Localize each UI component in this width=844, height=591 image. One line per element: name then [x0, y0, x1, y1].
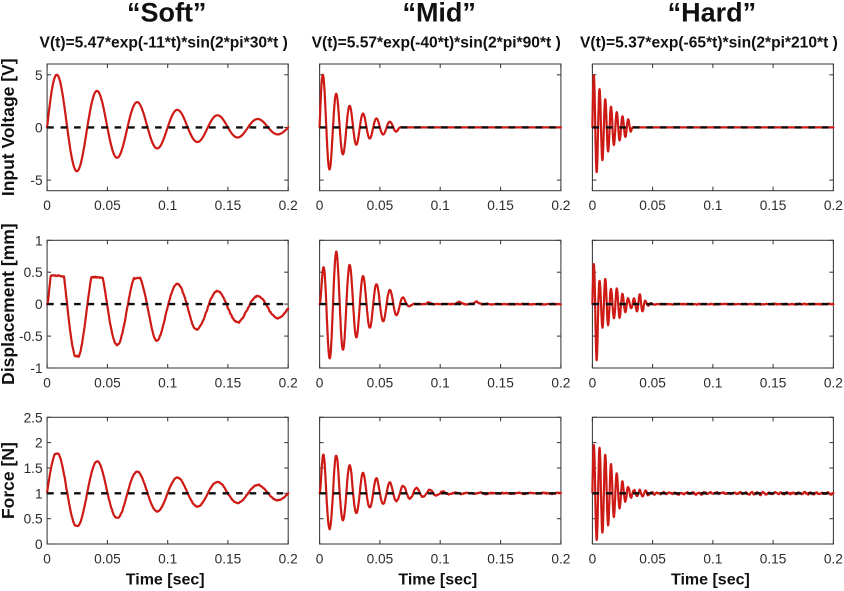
svg-text:0.2: 0.2	[279, 551, 298, 566]
svg-text:0.5: 0.5	[24, 512, 43, 527]
svg-text:0.05: 0.05	[639, 551, 666, 566]
svg-text:Input Voltage [V]: Input Voltage [V]	[0, 58, 18, 196]
svg-text:-1: -1	[30, 361, 42, 376]
svg-text:0.05: 0.05	[94, 198, 121, 213]
svg-text:Force [N]: Force [N]	[0, 442, 18, 519]
svg-text:1: 1	[35, 233, 43, 248]
svg-text:0.15: 0.15	[487, 375, 514, 390]
svg-text:Time [sec]: Time [sec]	[126, 572, 205, 589]
svg-text:0.15: 0.15	[215, 198, 242, 213]
svg-text:0.1: 0.1	[703, 375, 722, 390]
svg-text:-0.5: -0.5	[19, 329, 43, 344]
svg-text:0: 0	[35, 120, 43, 135]
svg-text:Time [sec]: Time [sec]	[671, 572, 750, 589]
svg-text:0.2: 0.2	[279, 198, 298, 213]
svg-text:0.05: 0.05	[94, 551, 121, 566]
svg-text:0.2: 0.2	[551, 551, 570, 566]
svg-text:0.05: 0.05	[367, 375, 394, 390]
svg-text:0.1: 0.1	[158, 551, 177, 566]
svg-text:5: 5	[35, 68, 43, 83]
svg-text:0.1: 0.1	[431, 198, 450, 213]
svg-text:Displacement [mm]: Displacement [mm]	[0, 223, 18, 384]
svg-text:0.05: 0.05	[639, 198, 666, 213]
svg-text:0.2: 0.2	[279, 375, 298, 390]
svg-text:0.05: 0.05	[94, 375, 121, 390]
svg-text:0.05: 0.05	[367, 198, 394, 213]
svg-text:0: 0	[316, 375, 324, 390]
svg-text:0: 0	[589, 198, 597, 213]
svg-text:V(t)=5.57*exp(-40*t)*sin(2*pi*: V(t)=5.57*exp(-40*t)*sin(2*pi*90*t )	[312, 34, 561, 51]
svg-text:0: 0	[589, 375, 597, 390]
svg-text:0.05: 0.05	[639, 375, 666, 390]
svg-text:“Hard”: “Hard”	[668, 0, 757, 28]
svg-text:0.2: 0.2	[824, 375, 843, 390]
svg-text:Time [sec]: Time [sec]	[398, 572, 477, 589]
svg-text:“Mid”: “Mid”	[402, 0, 476, 28]
svg-text:0.1: 0.1	[158, 198, 177, 213]
svg-text:0.2: 0.2	[551, 375, 570, 390]
svg-text:0.1: 0.1	[703, 551, 722, 566]
svg-text:1: 1	[35, 486, 43, 501]
svg-text:0.05: 0.05	[367, 551, 394, 566]
svg-text:-5: -5	[30, 173, 43, 188]
svg-text:0.15: 0.15	[487, 551, 514, 566]
svg-text:0.15: 0.15	[487, 198, 514, 213]
svg-text:V(t)=5.47*exp(-11*t)*sin(2*pi*: V(t)=5.47*exp(-11*t)*sin(2*pi*30*t )	[40, 34, 288, 51]
svg-text:0.1: 0.1	[431, 375, 450, 390]
svg-text:0.15: 0.15	[215, 375, 242, 390]
svg-text:“Soft”: “Soft”	[127, 0, 206, 28]
svg-text:1.5: 1.5	[24, 461, 43, 476]
svg-text:0: 0	[316, 551, 324, 566]
svg-text:0: 0	[316, 198, 324, 213]
svg-text:0: 0	[43, 375, 51, 390]
svg-text:0: 0	[35, 537, 43, 552]
svg-text:0.1: 0.1	[158, 375, 177, 390]
svg-text:0.15: 0.15	[760, 375, 787, 390]
svg-text:2: 2	[35, 436, 43, 451]
svg-text:0: 0	[589, 551, 597, 566]
svg-text:V(t)=5.37*exp(-65*t)*sin(2*pi*: V(t)=5.37*exp(-65*t)*sin(2*pi*210*t )	[580, 34, 838, 51]
svg-text:0.2: 0.2	[824, 198, 843, 213]
svg-text:0.2: 0.2	[824, 551, 843, 566]
svg-text:0.15: 0.15	[215, 551, 242, 566]
svg-text:0.1: 0.1	[703, 198, 722, 213]
svg-text:0: 0	[35, 297, 43, 312]
svg-text:0: 0	[43, 551, 51, 566]
svg-text:0.15: 0.15	[760, 198, 787, 213]
svg-text:0.5: 0.5	[24, 265, 43, 280]
svg-text:0.15: 0.15	[760, 551, 787, 566]
svg-text:2.5: 2.5	[24, 410, 43, 425]
svg-text:0: 0	[43, 198, 51, 213]
svg-text:0.2: 0.2	[551, 198, 570, 213]
svg-text:0.1: 0.1	[431, 551, 450, 566]
